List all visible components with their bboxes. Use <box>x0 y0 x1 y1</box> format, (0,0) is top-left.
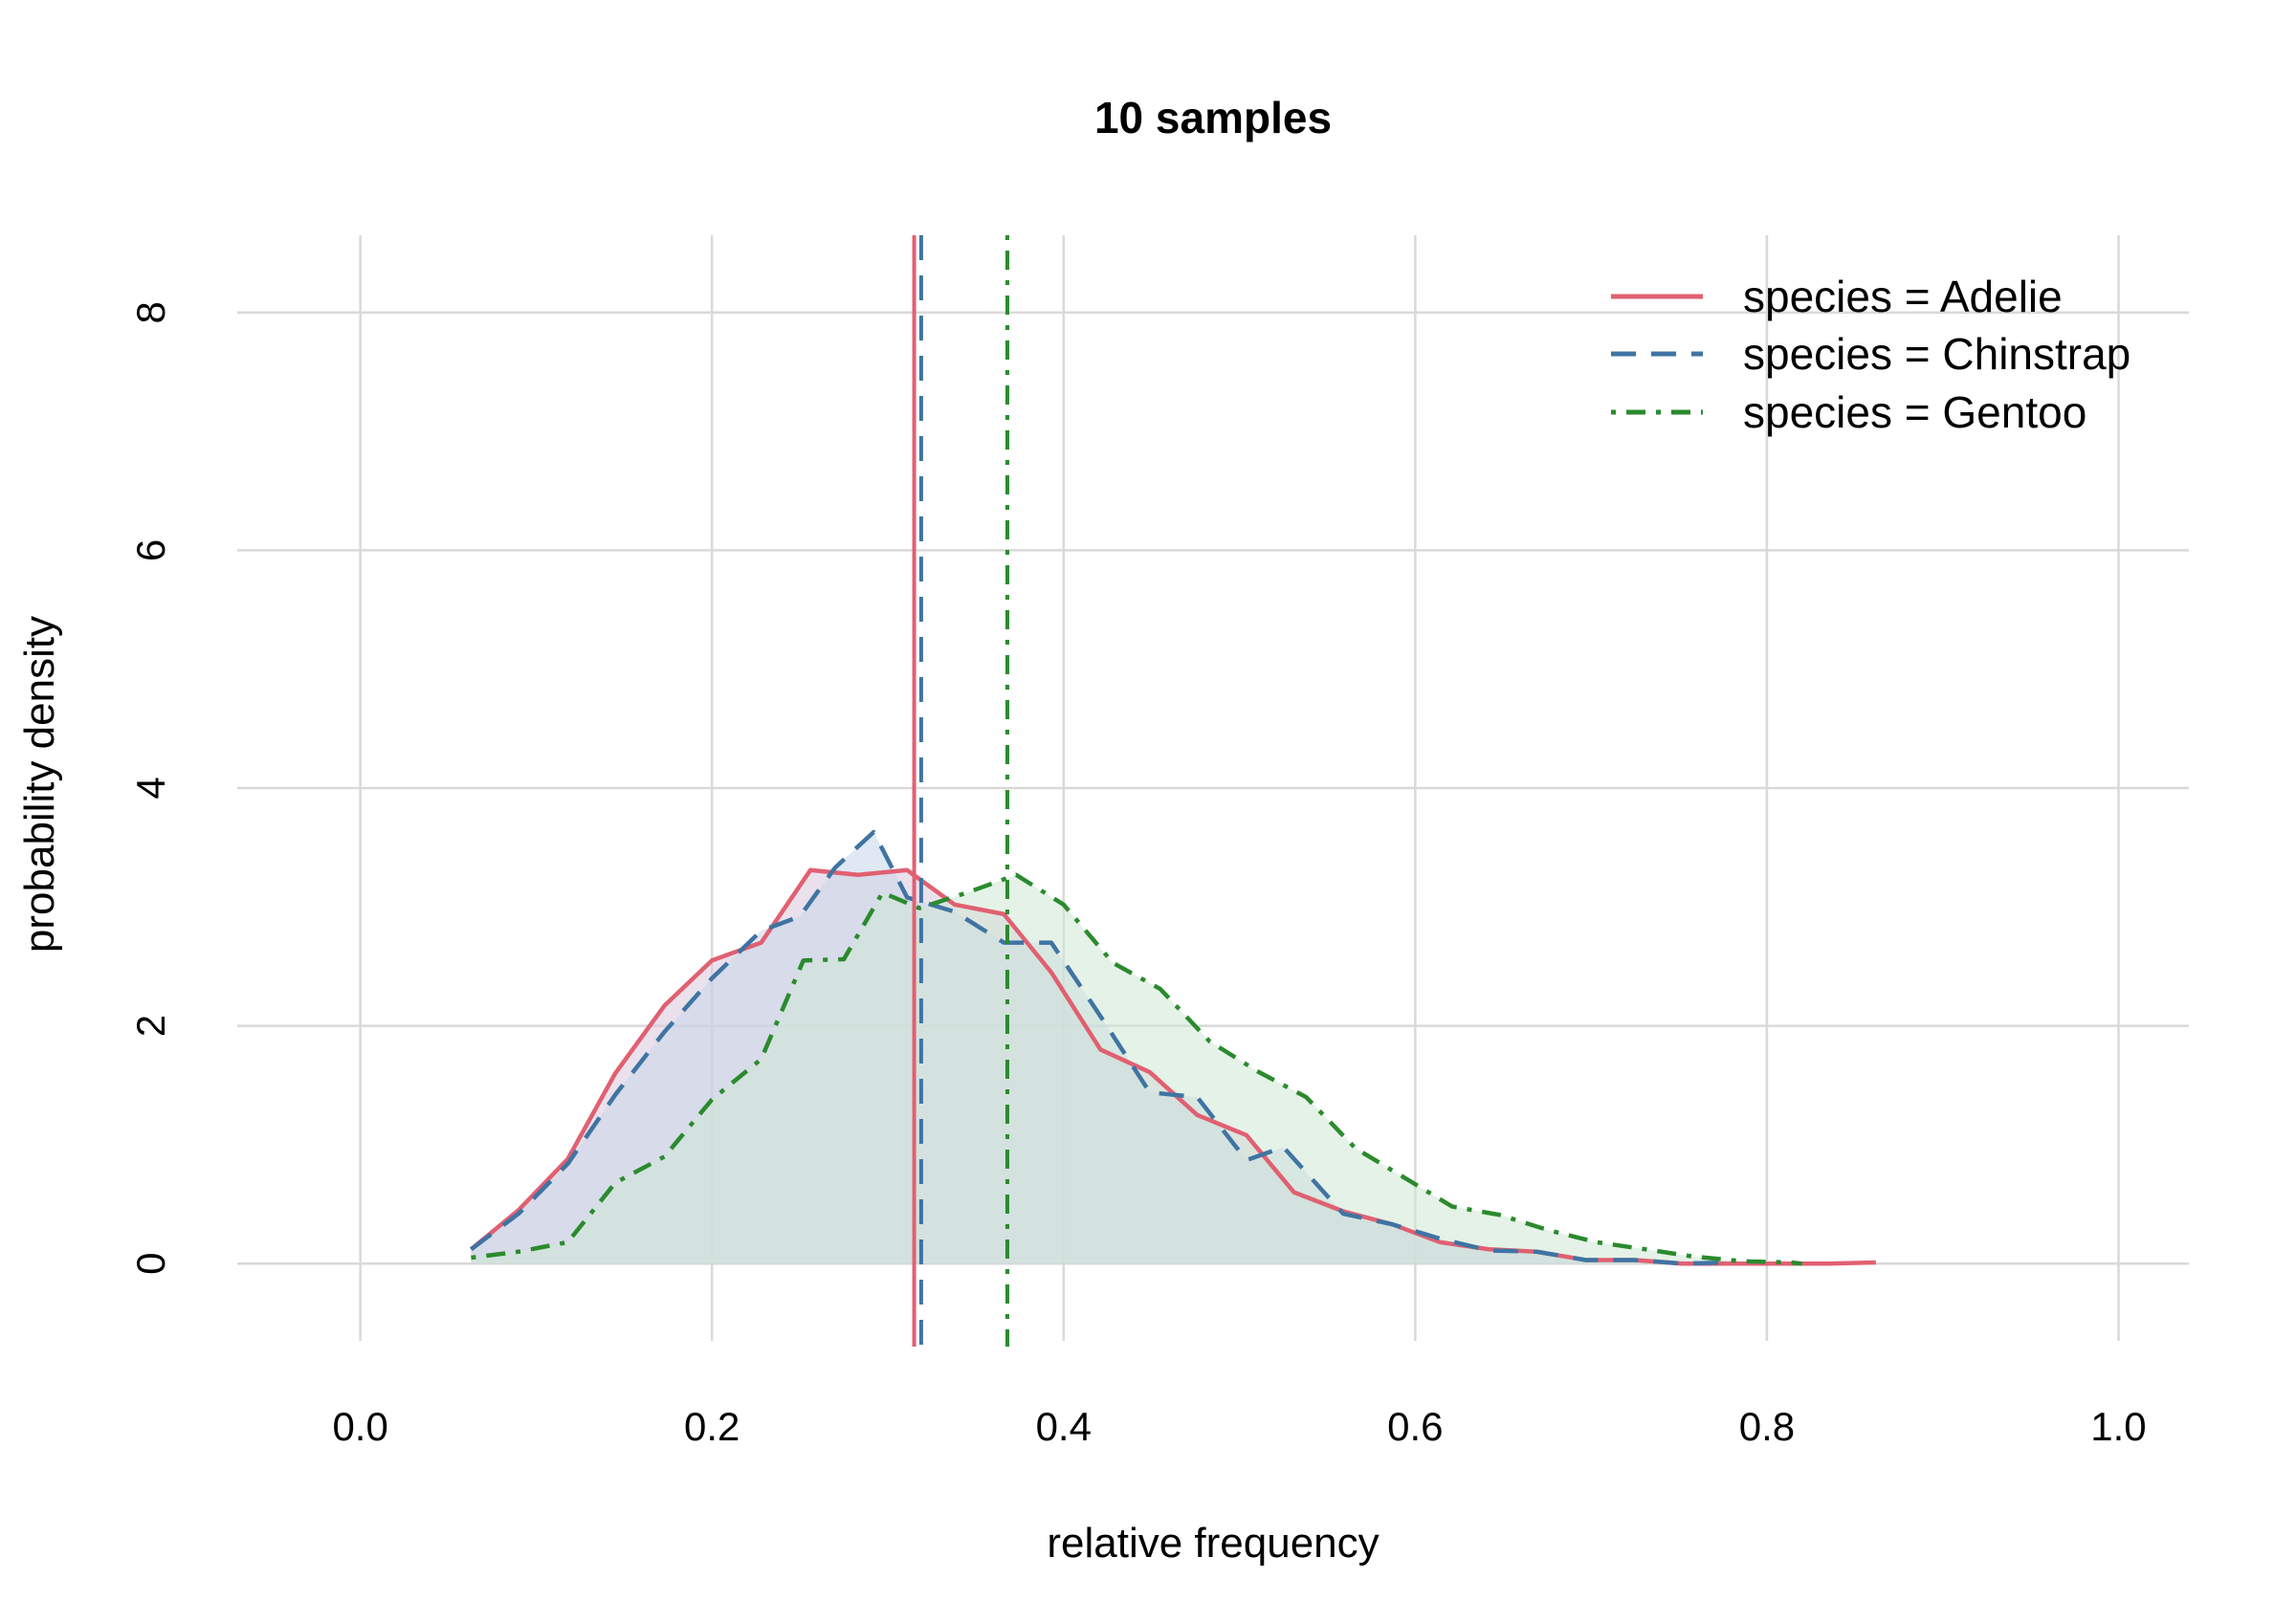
y-tick-label: 6 <box>128 539 173 561</box>
y-tick-label: 2 <box>128 1015 173 1037</box>
x-tick-label: 1.0 <box>2090 1404 2146 1449</box>
x-tick-label: 0.0 <box>332 1404 387 1449</box>
density-lines <box>469 829 1876 1266</box>
tick-labels: 0.0 0.2 0.4 0.6 0.8 1.0 0 2 4 6 8 <box>128 301 2147 1449</box>
chart-title: 10 samples <box>1094 93 1332 143</box>
legend: species = Adelie species = Chinstrap spe… <box>1611 272 2130 437</box>
x-axis-label: relative frequency <box>1047 1520 1379 1567</box>
legend-label-gentoo: species = Gentoo <box>1743 387 2086 437</box>
y-axis-label: probability density <box>16 616 63 953</box>
legend-label-chinstrap: species = Chinstrap <box>1743 329 2130 379</box>
x-tick-label: 0.4 <box>1036 1404 1092 1449</box>
density-fills <box>471 831 1876 1264</box>
y-tick-label: 0 <box>128 1253 173 1275</box>
mean-lines <box>912 235 1009 1347</box>
x-tick-label: 0.6 <box>1387 1404 1443 1449</box>
legend-label-adelie: species = Adelie <box>1743 272 2063 321</box>
x-tick-label: 0.2 <box>684 1404 740 1449</box>
x-tick-label: 0.8 <box>1739 1404 1795 1449</box>
density-line-1 <box>470 829 1733 1266</box>
density-line-2 <box>471 872 1802 1266</box>
y-tick-label: 4 <box>128 777 173 799</box>
y-tick-label: 8 <box>128 301 173 323</box>
